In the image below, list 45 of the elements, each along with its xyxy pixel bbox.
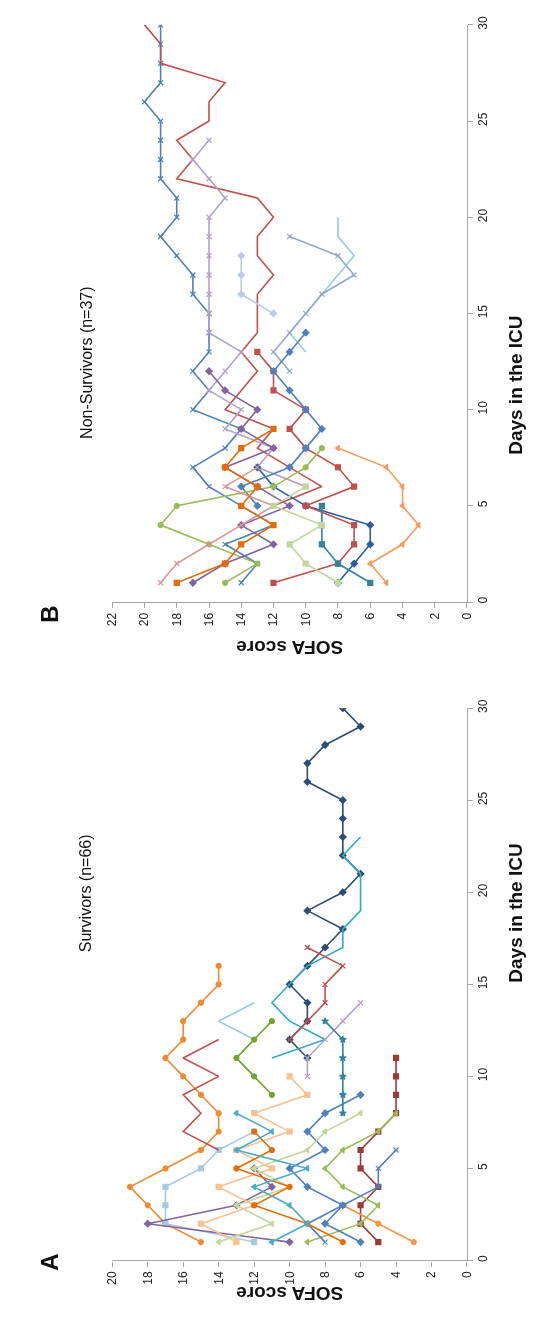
x-tick-label: 14 <box>234 612 249 627</box>
y-tick-label: 10 <box>476 400 491 415</box>
x-tick-label: 2 <box>424 1271 439 1279</box>
y-tick-label: 20 <box>476 883 491 898</box>
y-axis-title: Days in the ICU <box>504 315 526 455</box>
y-tick-label: 30 <box>476 699 491 714</box>
text: B <box>35 605 63 623</box>
x-tick-label: 12 <box>266 612 281 627</box>
x-axis-title: SOFA score <box>236 1283 344 1305</box>
x-tick-label: 2 <box>427 612 442 620</box>
y-tick-label: 30 <box>476 16 491 30</box>
x-tick-label: 14 <box>211 1271 226 1285</box>
text: Survivors (n=66) <box>77 834 95 953</box>
x-tick-label: 6 <box>363 612 378 620</box>
y-tick-label: 5 <box>476 1162 491 1170</box>
y-tick-label: 10 <box>476 1067 491 1082</box>
x-tick-label: 16 <box>176 1271 191 1285</box>
y-tick-label: 0 <box>476 1255 491 1263</box>
x-tick-label: 8 <box>317 1271 332 1279</box>
text: Non-Survivors (n=37) <box>77 286 95 439</box>
x-tick-label: 20 <box>137 612 152 627</box>
x-tick-label: 18 <box>169 612 184 627</box>
x-axis-title: SOFA score <box>236 637 344 659</box>
x-tick-label: 8 <box>330 612 345 620</box>
x-tick-label: 10 <box>282 1271 297 1285</box>
x-tick-label: 0 <box>459 612 474 620</box>
y-tick-label: 0 <box>476 596 491 604</box>
x-tick-label: 0 <box>459 1271 474 1279</box>
y-tick-label: 15 <box>476 304 491 319</box>
y-tick-label: 15 <box>476 975 491 990</box>
x-tick-label: 12 <box>247 1271 262 1285</box>
x-tick-label: 6 <box>353 1271 368 1279</box>
x-tick-label: 16 <box>201 612 216 627</box>
y-tick-label: 25 <box>476 791 491 806</box>
x-tick-label: 22 <box>105 612 120 627</box>
x-tick-label: 20 <box>105 1271 120 1285</box>
x-tick-label: 18 <box>140 1271 155 1285</box>
y-tick-label: 5 <box>476 500 491 508</box>
x-tick-label: 4 <box>388 1271 403 1279</box>
y-tick-label: 25 <box>476 112 491 126</box>
text: A <box>35 1253 63 1271</box>
y-axis-title: Days in the ICU <box>505 843 527 983</box>
x-tick-label: 4 <box>395 612 410 620</box>
y-tick-label: 20 <box>476 208 491 223</box>
x-tick-label: 10 <box>298 612 313 627</box>
